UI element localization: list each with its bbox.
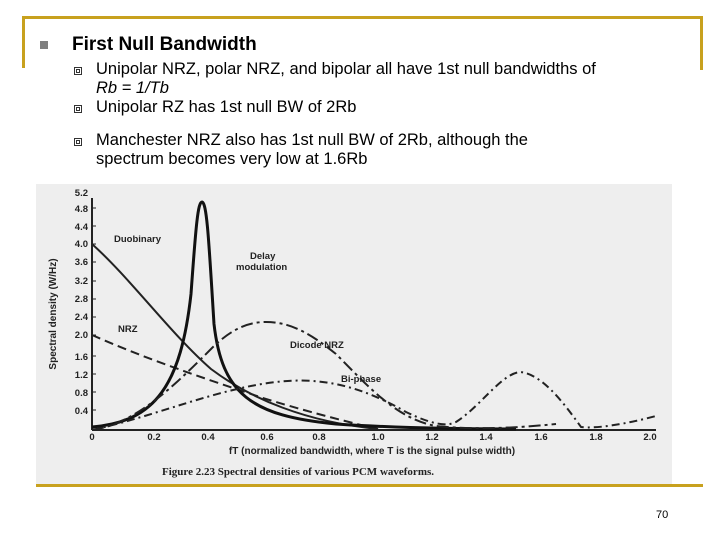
x-tick: 2.0 bbox=[643, 432, 656, 443]
bullet-2-line-1: Unipolar RZ has 1st null BW of 2Rb bbox=[96, 98, 357, 116]
duobinary-label: Duobinary bbox=[114, 234, 162, 245]
bullet-3-line-1: Manchester NRZ also has 1st null BW of 2… bbox=[96, 131, 528, 149]
bullet-3-line-2: spectrum becomes very low at 1.6Rb bbox=[96, 150, 368, 168]
bi-phase-curve bbox=[91, 370, 657, 431]
y-tick: 3.2 bbox=[75, 276, 88, 287]
frame-bottom-line bbox=[36, 484, 703, 487]
y-tick: 1.6 bbox=[75, 352, 88, 363]
y-tick: 3.6 bbox=[75, 257, 88, 268]
frame-top-line bbox=[22, 16, 703, 19]
x-tick: 1.4 bbox=[479, 432, 493, 443]
duobinary-curve bbox=[91, 243, 379, 430]
hollow-square-bullet-icon bbox=[74, 105, 82, 113]
x-tick: 0.2 bbox=[147, 432, 160, 443]
delay-modulation-curve bbox=[91, 200, 517, 431]
y-tick: 0.8 bbox=[75, 388, 88, 399]
nrz-label: NRZ bbox=[118, 324, 138, 335]
y-tick: 2.4 bbox=[75, 312, 89, 323]
figure-caption: Figure 2.23 Spectral densities of variou… bbox=[162, 466, 434, 478]
spectral-density-figure: 0.4 0.8 1.2 1.6 2.0 2.4 2.8 3.2 3.6 4.0 … bbox=[36, 184, 672, 484]
y-tick: 4.4 bbox=[75, 222, 89, 233]
y-tick: 2.8 bbox=[75, 294, 88, 305]
y-tick: 0.4 bbox=[75, 406, 89, 417]
hollow-square-bullet-icon bbox=[74, 67, 82, 75]
y-axis-title: Spectral density (W/Hz) bbox=[48, 258, 59, 369]
bullet-1-line-1: Unipolar NRZ, polar NRZ, and bipolar all… bbox=[96, 60, 596, 78]
bi-phase-label: Bi-phase bbox=[341, 374, 381, 385]
frame-right-line bbox=[700, 16, 703, 70]
square-bullet-icon bbox=[40, 41, 48, 49]
nrz-curve bbox=[91, 334, 379, 430]
y-tick: 4.8 bbox=[75, 204, 88, 215]
hollow-square-bullet-icon bbox=[74, 138, 82, 146]
x-tick: 0.4 bbox=[201, 432, 215, 443]
x-tick: 1.6 bbox=[534, 432, 547, 443]
page-number: 70 bbox=[656, 509, 669, 521]
y-tick: 5.2 bbox=[75, 188, 88, 199]
bullet-1-line-2: Rb = 1/Tb bbox=[96, 79, 169, 97]
delay-label: Delay bbox=[250, 251, 276, 262]
x-axis-title: fT (normalized bandwidth, where T is the… bbox=[229, 446, 515, 457]
y-tick: 2.0 bbox=[75, 330, 88, 341]
x-tick: 1.2 bbox=[425, 432, 438, 443]
slide-heading: First Null Bandwidth bbox=[72, 34, 257, 55]
dicode-nrz-label: Dicode NRZ bbox=[290, 340, 344, 351]
modulation-label: modulation bbox=[236, 262, 287, 273]
x-tick: 0.8 bbox=[312, 432, 325, 443]
x-tick: 1.8 bbox=[589, 432, 602, 443]
y-tick: 1.2 bbox=[75, 370, 88, 381]
y-tick: 4.0 bbox=[75, 239, 88, 250]
x-tick: 1.0 bbox=[371, 432, 384, 443]
frame-left-line bbox=[22, 16, 25, 68]
spectral-density-plot: 0.4 0.8 1.2 1.6 2.0 2.4 2.8 3.2 3.6 4.0 … bbox=[36, 184, 672, 484]
x-tick: 0 bbox=[89, 432, 94, 443]
x-tick: 0.6 bbox=[260, 432, 273, 443]
